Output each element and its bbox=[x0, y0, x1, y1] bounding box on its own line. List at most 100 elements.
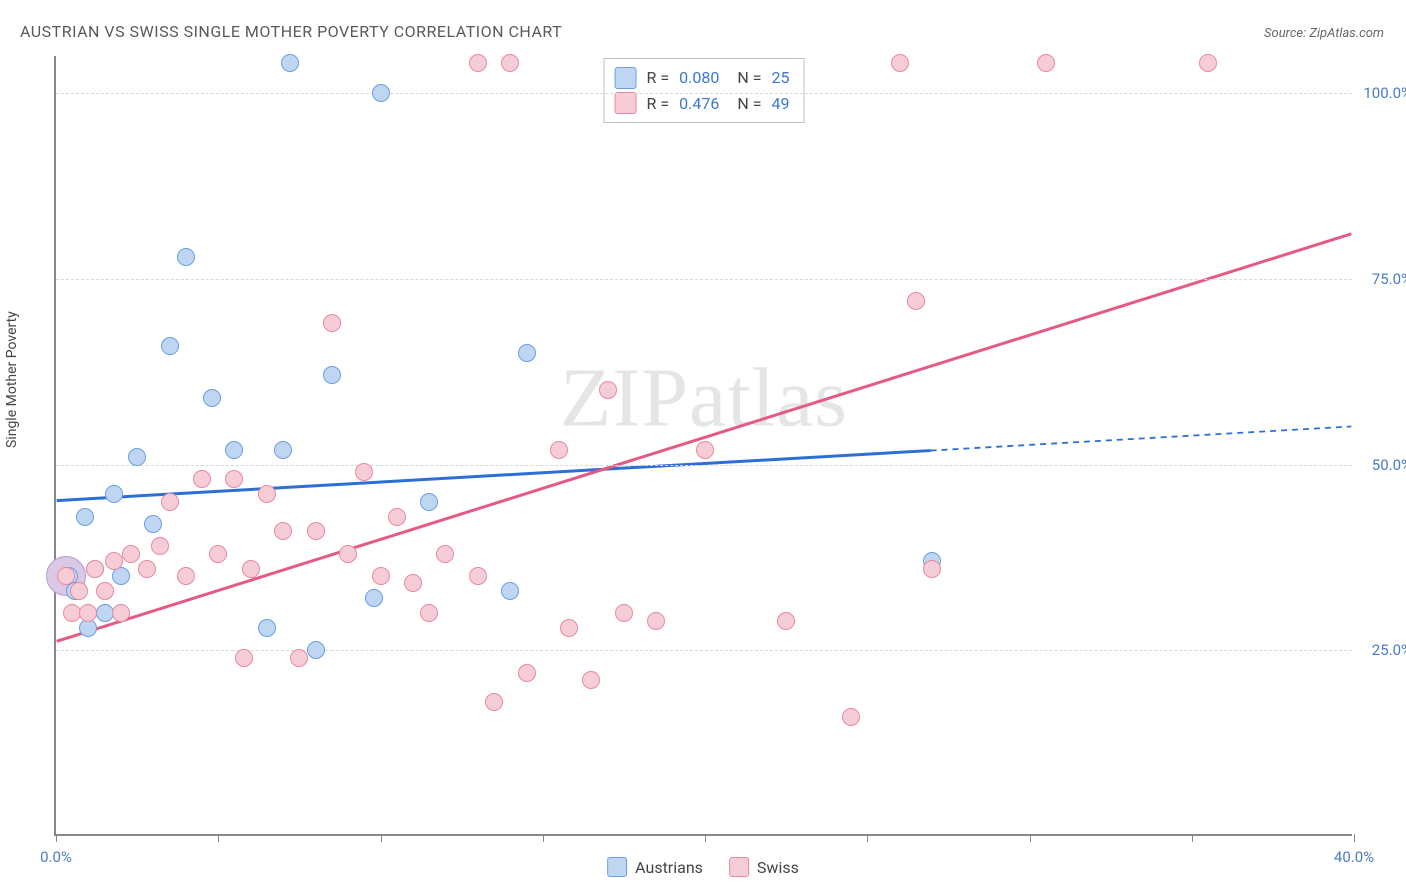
y-tick-label: 50.0% bbox=[1357, 456, 1406, 474]
y-tick-label: 100.0% bbox=[1357, 84, 1406, 102]
x-tick bbox=[705, 834, 706, 842]
data-point bbox=[122, 545, 140, 563]
n-value: 25 bbox=[771, 65, 789, 91]
data-point bbox=[907, 292, 925, 310]
legend-swatch bbox=[615, 67, 637, 89]
data-point bbox=[258, 485, 276, 503]
legend-item: Swiss bbox=[729, 857, 799, 877]
data-point bbox=[501, 54, 519, 72]
data-point bbox=[57, 567, 75, 585]
data-point bbox=[112, 604, 130, 622]
data-point bbox=[339, 545, 357, 563]
legend-swatch bbox=[729, 857, 749, 877]
data-point bbox=[582, 671, 600, 689]
r-value: 0.080 bbox=[679, 65, 719, 91]
legend-label: Swiss bbox=[757, 858, 799, 877]
r-label: R = bbox=[647, 65, 670, 91]
correlation-legend-row: R = 0.080 N = 25 bbox=[615, 65, 790, 91]
x-tick bbox=[1030, 834, 1031, 842]
x-tick-label: 40.0% bbox=[1334, 848, 1374, 866]
chart-title: AUSTRIAN VS SWISS SINGLE MOTHER POVERTY … bbox=[20, 22, 562, 41]
x-tick bbox=[867, 834, 868, 842]
y-tick-label: 25.0% bbox=[1357, 641, 1406, 659]
scatter-plot-area: ZIPatlas R =0.080N =25R =0.476N =49 25.0… bbox=[54, 56, 1352, 836]
data-point bbox=[258, 619, 276, 637]
data-point bbox=[355, 463, 373, 481]
x-tick bbox=[1192, 834, 1193, 842]
data-point bbox=[177, 248, 195, 266]
r-label: R = bbox=[647, 91, 670, 117]
data-point bbox=[842, 708, 860, 726]
data-point bbox=[242, 560, 260, 578]
legend-label: Austrians bbox=[635, 858, 703, 877]
trend-line bbox=[57, 234, 1352, 642]
data-point bbox=[209, 545, 227, 563]
data-point bbox=[372, 567, 390, 585]
grid-line bbox=[56, 279, 1352, 280]
data-point bbox=[161, 337, 179, 355]
data-point bbox=[274, 441, 292, 459]
data-point bbox=[70, 582, 88, 600]
data-point bbox=[1037, 54, 1055, 72]
data-point bbox=[501, 582, 519, 600]
data-point bbox=[404, 574, 422, 592]
n-label: N = bbox=[737, 91, 761, 117]
trend-line-extrapolated bbox=[931, 426, 1352, 450]
data-point bbox=[485, 693, 503, 711]
data-point bbox=[203, 389, 221, 407]
data-point bbox=[177, 567, 195, 585]
data-point bbox=[647, 612, 665, 630]
data-point bbox=[696, 441, 714, 459]
grid-line bbox=[56, 465, 1352, 466]
data-point bbox=[323, 366, 341, 384]
legend-swatch bbox=[615, 92, 637, 114]
data-point bbox=[518, 664, 536, 682]
grid-line bbox=[56, 93, 1352, 94]
data-point bbox=[235, 649, 253, 667]
x-tick bbox=[218, 834, 219, 842]
data-point bbox=[79, 604, 97, 622]
data-point bbox=[420, 604, 438, 622]
data-point bbox=[138, 560, 156, 578]
data-point bbox=[1199, 54, 1217, 72]
data-point bbox=[151, 537, 169, 555]
data-point bbox=[96, 582, 114, 600]
data-point bbox=[281, 54, 299, 72]
y-axis-label: Single Mother Poverty bbox=[4, 311, 20, 448]
source-attribution: Source: ZipAtlas.com bbox=[1264, 26, 1384, 41]
data-point bbox=[469, 567, 487, 585]
data-point bbox=[76, 508, 94, 526]
data-point bbox=[388, 508, 406, 526]
x-tick bbox=[543, 834, 544, 842]
data-point bbox=[518, 344, 536, 362]
data-point bbox=[372, 84, 390, 102]
data-point bbox=[599, 381, 617, 399]
data-point bbox=[144, 515, 162, 533]
data-point bbox=[86, 560, 104, 578]
data-point bbox=[420, 493, 438, 511]
x-tick-label: 0.0% bbox=[40, 848, 72, 866]
data-point bbox=[777, 612, 795, 630]
data-point bbox=[923, 560, 941, 578]
data-point bbox=[225, 470, 243, 488]
series-legend: Austrians Swiss bbox=[607, 857, 799, 877]
data-point bbox=[274, 522, 292, 540]
data-point bbox=[436, 545, 454, 563]
trend-line bbox=[57, 451, 931, 501]
data-point bbox=[307, 522, 325, 540]
n-label: N = bbox=[737, 65, 761, 91]
x-tick bbox=[381, 834, 382, 842]
x-tick bbox=[56, 834, 57, 842]
y-tick-label: 75.0% bbox=[1357, 270, 1406, 288]
legend-swatch bbox=[607, 857, 627, 877]
data-point bbox=[161, 493, 179, 511]
n-value: 49 bbox=[771, 91, 789, 117]
data-point bbox=[469, 54, 487, 72]
legend-item: Austrians bbox=[607, 857, 703, 877]
r-value: 0.476 bbox=[679, 91, 719, 117]
data-point bbox=[560, 619, 578, 637]
data-point bbox=[128, 448, 146, 466]
data-point bbox=[550, 441, 568, 459]
x-tick bbox=[1354, 834, 1355, 842]
correlation-legend: R = 0.080 N = 25 R = 0.476 N = 49 bbox=[604, 58, 805, 123]
